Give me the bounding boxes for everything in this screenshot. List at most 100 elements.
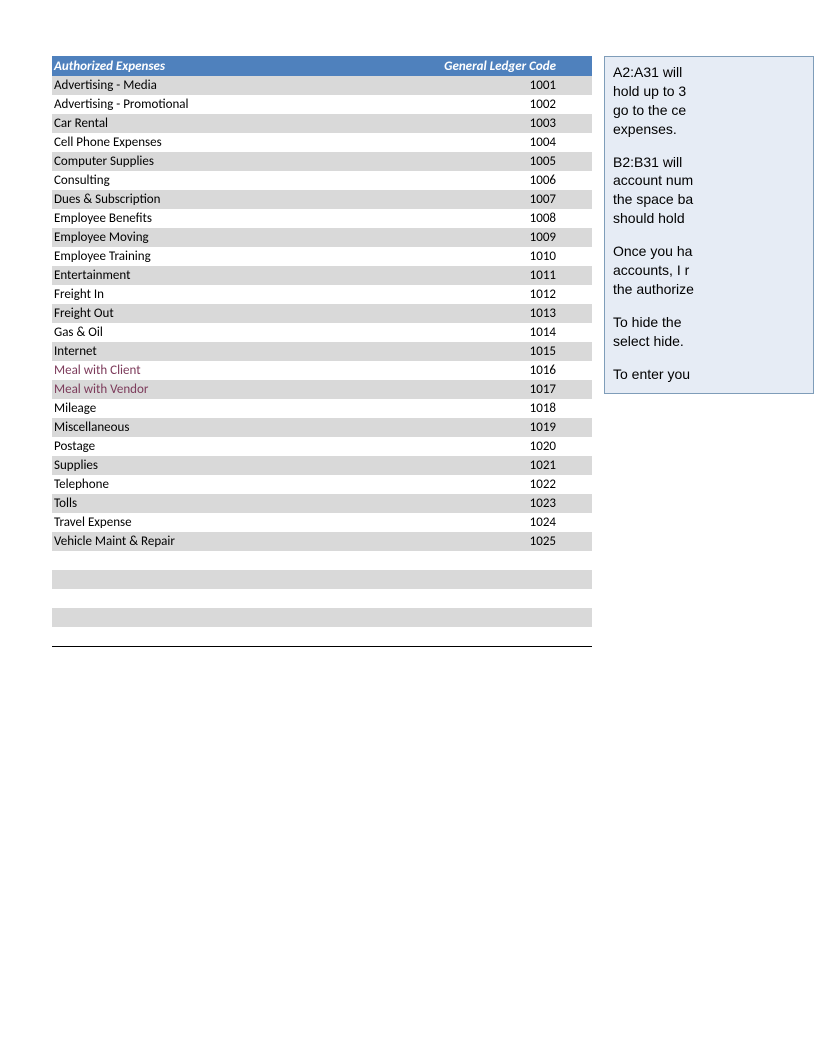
table-row: Supplies1021 [52, 456, 592, 475]
expense-name: Employee Moving [52, 230, 422, 245]
expense-name: Freight In [52, 287, 422, 302]
table-row: Cell Phone Expenses1004 [52, 133, 592, 152]
table-row: Telephone1022 [52, 475, 592, 494]
ledger-code: 1006 [422, 173, 592, 188]
col-header-code: General Ledger Code [422, 59, 592, 74]
ledger-code: 1010 [422, 249, 592, 264]
ledger-code: 1007 [422, 192, 592, 207]
table-row: Travel Expense1024 [52, 513, 592, 532]
expense-name: Mileage [52, 401, 422, 416]
table-row: Car Rental1003 [52, 114, 592, 133]
ledger-code: 1022 [422, 477, 592, 492]
ledger-code: 1005 [422, 154, 592, 169]
note-para-1: A2:A31 will hold up to 3 go to the ce ex… [613, 63, 805, 139]
note-line: should hold [613, 210, 685, 226]
ledger-code: 1009 [422, 230, 592, 245]
table-row: Advertising - Media1001 [52, 76, 592, 95]
table-row: Computer Supplies1005 [52, 152, 592, 171]
table-row: Freight In1012 [52, 285, 592, 304]
note-para-3: Once you ha accounts, I r the authorize [613, 242, 805, 299]
expense-name: Employee Benefits [52, 211, 422, 226]
ledger-code: 1020 [422, 439, 592, 454]
ledger-code: 1003 [422, 116, 592, 131]
table-row-empty [52, 608, 592, 627]
ledger-code: 1011 [422, 268, 592, 283]
note-para-4: To hide the select hide. [613, 313, 805, 351]
ledger-code: 1002 [422, 97, 592, 112]
expense-name: Advertising - Promotional [52, 97, 422, 112]
col-header-expenses: Authorized Expenses [52, 59, 422, 74]
table-row: Employee Benefits1008 [52, 209, 592, 228]
ledger-code: 1019 [422, 420, 592, 435]
note-line: the authorize [613, 281, 694, 297]
table-trailing-rows [52, 551, 592, 646]
table-row: Entertainment1011 [52, 266, 592, 285]
expense-name: Meal with Vendor [52, 382, 422, 397]
expense-name: Gas & Oil [52, 325, 422, 340]
note-line: the space ba [613, 191, 693, 207]
ledger-code: 1014 [422, 325, 592, 340]
ledger-code: 1001 [422, 78, 592, 93]
table-row: Dues & Subscription1007 [52, 190, 592, 209]
table-row-empty [52, 627, 592, 646]
expense-name: Advertising - Media [52, 78, 422, 93]
expense-name: Entertainment [52, 268, 422, 283]
ledger-code: 1018 [422, 401, 592, 416]
table-row: Freight Out1013 [52, 304, 592, 323]
table-row: Meal with Client1016 [52, 361, 592, 380]
table-row: Meal with Vendor1017 [52, 380, 592, 399]
note-line: account num [613, 172, 693, 188]
expense-name: Postage [52, 439, 422, 454]
ledger-code: 1012 [422, 287, 592, 302]
note-line: To enter you [613, 366, 690, 382]
table-row: Consulting1006 [52, 171, 592, 190]
ledger-code: 1016 [422, 363, 592, 378]
ledger-code: 1024 [422, 515, 592, 530]
expense-name: Freight Out [52, 306, 422, 321]
expense-name: Cell Phone Expenses [52, 135, 422, 150]
note-line: go to the ce [613, 102, 686, 118]
table-row: Employee Moving1009 [52, 228, 592, 247]
table-row: Postage1020 [52, 437, 592, 456]
ledger-code: 1021 [422, 458, 592, 473]
ledger-code: 1023 [422, 496, 592, 511]
table-body: Advertising - Media1001Advertising - Pro… [52, 76, 592, 551]
note-line: expenses. [613, 121, 677, 137]
expense-name: Computer Supplies [52, 154, 422, 169]
expense-name: Telephone [52, 477, 422, 492]
note-line: select hide. [613, 333, 684, 349]
note-line: To hide the [613, 314, 682, 330]
expense-name: Car Rental [52, 116, 422, 131]
expenses-table: Authorized Expenses General Ledger Code … [52, 56, 592, 647]
table-header: Authorized Expenses General Ledger Code [52, 56, 592, 76]
expense-name: Dues & Subscription [52, 192, 422, 207]
table-row: Gas & Oil1014 [52, 323, 592, 342]
expense-name: Consulting [52, 173, 422, 188]
instruction-note: A2:A31 will hold up to 3 go to the ce ex… [604, 56, 814, 394]
expense-name: Travel Expense [52, 515, 422, 530]
note-line: accounts, I r [613, 262, 689, 278]
ledger-code: 1015 [422, 344, 592, 359]
note-line: Once you ha [613, 243, 692, 259]
expense-name: Meal with Client [52, 363, 422, 378]
expense-name: Employee Training [52, 249, 422, 264]
expense-name: Supplies [52, 458, 422, 473]
note-line: B2:B31 will [613, 154, 682, 170]
table-row: Mileage1018 [52, 399, 592, 418]
table-row-empty [52, 551, 592, 570]
table-row-empty [52, 570, 592, 589]
table-row: Tolls1023 [52, 494, 592, 513]
note-line: A2:A31 will [613, 64, 682, 80]
table-bottom-border [52, 646, 592, 647]
table-row: Miscellaneous1019 [52, 418, 592, 437]
ledger-code: 1017 [422, 382, 592, 397]
table-row-empty [52, 589, 592, 608]
note-para-5: To enter you [613, 365, 805, 384]
expense-name: Miscellaneous [52, 420, 422, 435]
table-row: Employee Training1010 [52, 247, 592, 266]
expense-name: Vehicle Maint & Repair [52, 534, 422, 549]
expense-name: Internet [52, 344, 422, 359]
table-row: Vehicle Maint & Repair1025 [52, 532, 592, 551]
ledger-code: 1008 [422, 211, 592, 226]
ledger-code: 1025 [422, 534, 592, 549]
